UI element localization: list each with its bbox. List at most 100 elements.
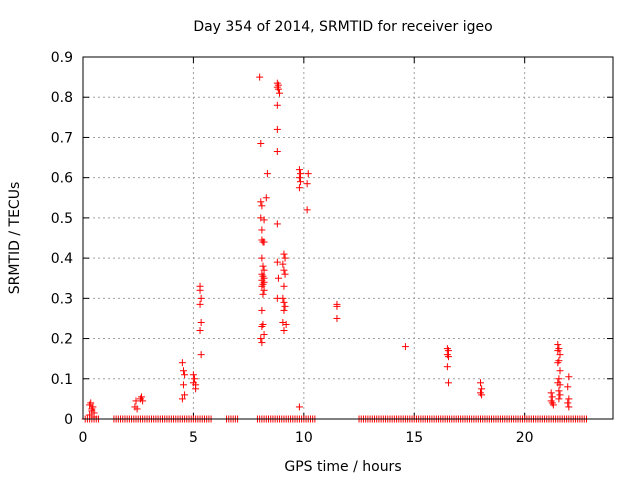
data-point xyxy=(263,170,271,178)
data-point xyxy=(87,399,95,407)
data-point xyxy=(179,367,187,375)
data-point xyxy=(132,397,140,405)
data-point xyxy=(555,387,563,395)
data-point xyxy=(257,335,265,343)
data-point xyxy=(273,258,281,266)
data-point xyxy=(258,254,266,262)
y-tick-label: 0.4 xyxy=(51,251,73,267)
data-point xyxy=(303,180,311,188)
data-point xyxy=(88,407,96,415)
data-point xyxy=(555,375,563,383)
data-point xyxy=(274,85,282,93)
data-point xyxy=(262,194,270,202)
data-point xyxy=(273,148,281,156)
data-point xyxy=(303,206,311,214)
data-point xyxy=(258,322,266,330)
data-point xyxy=(280,282,288,290)
data-point xyxy=(260,286,268,294)
y-tick-label: 0 xyxy=(64,412,73,428)
data-point xyxy=(139,397,147,405)
x-axis-label: GPS time / hours xyxy=(284,459,401,475)
data-point xyxy=(554,341,562,349)
data-point xyxy=(258,226,266,234)
data-point xyxy=(280,250,288,258)
data-point xyxy=(191,375,199,383)
data-point xyxy=(258,282,266,290)
data-point xyxy=(257,198,265,206)
data-point xyxy=(444,353,452,361)
y-axis-label: SRMTID / TECUs xyxy=(7,182,23,295)
data-point xyxy=(260,216,268,224)
data-point xyxy=(477,379,484,387)
data-point xyxy=(556,367,564,375)
y-tick-label: 0.5 xyxy=(51,211,73,227)
data-point xyxy=(478,385,486,393)
x-tick-label: 5 xyxy=(189,430,198,446)
data-point xyxy=(260,266,268,274)
data-point xyxy=(181,371,189,379)
data-point xyxy=(295,184,303,192)
data-point xyxy=(333,314,341,322)
data-point xyxy=(178,359,186,367)
data-point xyxy=(555,395,563,403)
data-point xyxy=(257,139,265,147)
x-tick-label: 20 xyxy=(516,430,534,446)
data-point xyxy=(260,331,268,339)
data-point xyxy=(564,383,572,391)
data-point xyxy=(295,174,303,182)
data-point xyxy=(279,294,287,302)
data-point xyxy=(548,393,556,401)
data-point xyxy=(565,403,573,411)
data-point xyxy=(333,302,341,310)
y-tick-label: 0.8 xyxy=(51,90,73,106)
x-tick-label: 0 xyxy=(79,430,88,446)
data-point xyxy=(273,125,281,133)
data-point xyxy=(401,343,409,351)
data-point xyxy=(260,238,268,246)
data-point xyxy=(444,379,452,387)
data-point xyxy=(133,405,141,413)
data-point xyxy=(86,411,94,419)
data-point xyxy=(273,220,281,228)
data-point xyxy=(258,339,266,347)
data-point xyxy=(179,381,187,389)
data-point xyxy=(556,391,564,399)
data-point xyxy=(256,73,264,81)
axis-ticks: 0 0.1 0.2 0.3 0.4 0.5 0.6 0.7 0.8 0.9 0 5 10 15 20 xyxy=(51,50,613,446)
x-tick-label: 15 xyxy=(405,430,423,446)
data-point xyxy=(297,170,305,178)
data-point xyxy=(192,385,200,393)
data-point xyxy=(280,266,288,274)
data-point xyxy=(259,262,267,270)
x-tick-label: 10 xyxy=(295,430,313,446)
data-point xyxy=(280,327,288,335)
data-point xyxy=(196,327,204,335)
data-point xyxy=(196,300,204,308)
data-point xyxy=(565,395,573,403)
data-point xyxy=(178,395,186,403)
y-tick-label: 0.7 xyxy=(51,130,73,146)
data-point xyxy=(197,294,205,302)
data-point xyxy=(297,178,305,186)
data-point xyxy=(196,286,204,294)
y-tick-label: 0.9 xyxy=(51,50,73,66)
data-point xyxy=(138,393,146,401)
y-tick-label: 0.2 xyxy=(51,332,73,348)
data-point xyxy=(443,363,451,371)
data-point xyxy=(274,274,282,282)
data-point xyxy=(189,379,197,387)
data-point xyxy=(554,347,562,355)
data-point xyxy=(444,347,452,355)
data-point xyxy=(295,166,303,174)
data-points xyxy=(81,73,590,423)
data-point xyxy=(258,306,266,314)
data-point xyxy=(259,290,267,298)
data-point xyxy=(89,403,97,411)
data-point xyxy=(549,401,557,409)
data-point xyxy=(280,298,288,306)
y-tick-label: 0.3 xyxy=(51,291,73,307)
data-point xyxy=(279,260,287,268)
data-point xyxy=(304,170,312,178)
data-point xyxy=(181,391,189,399)
